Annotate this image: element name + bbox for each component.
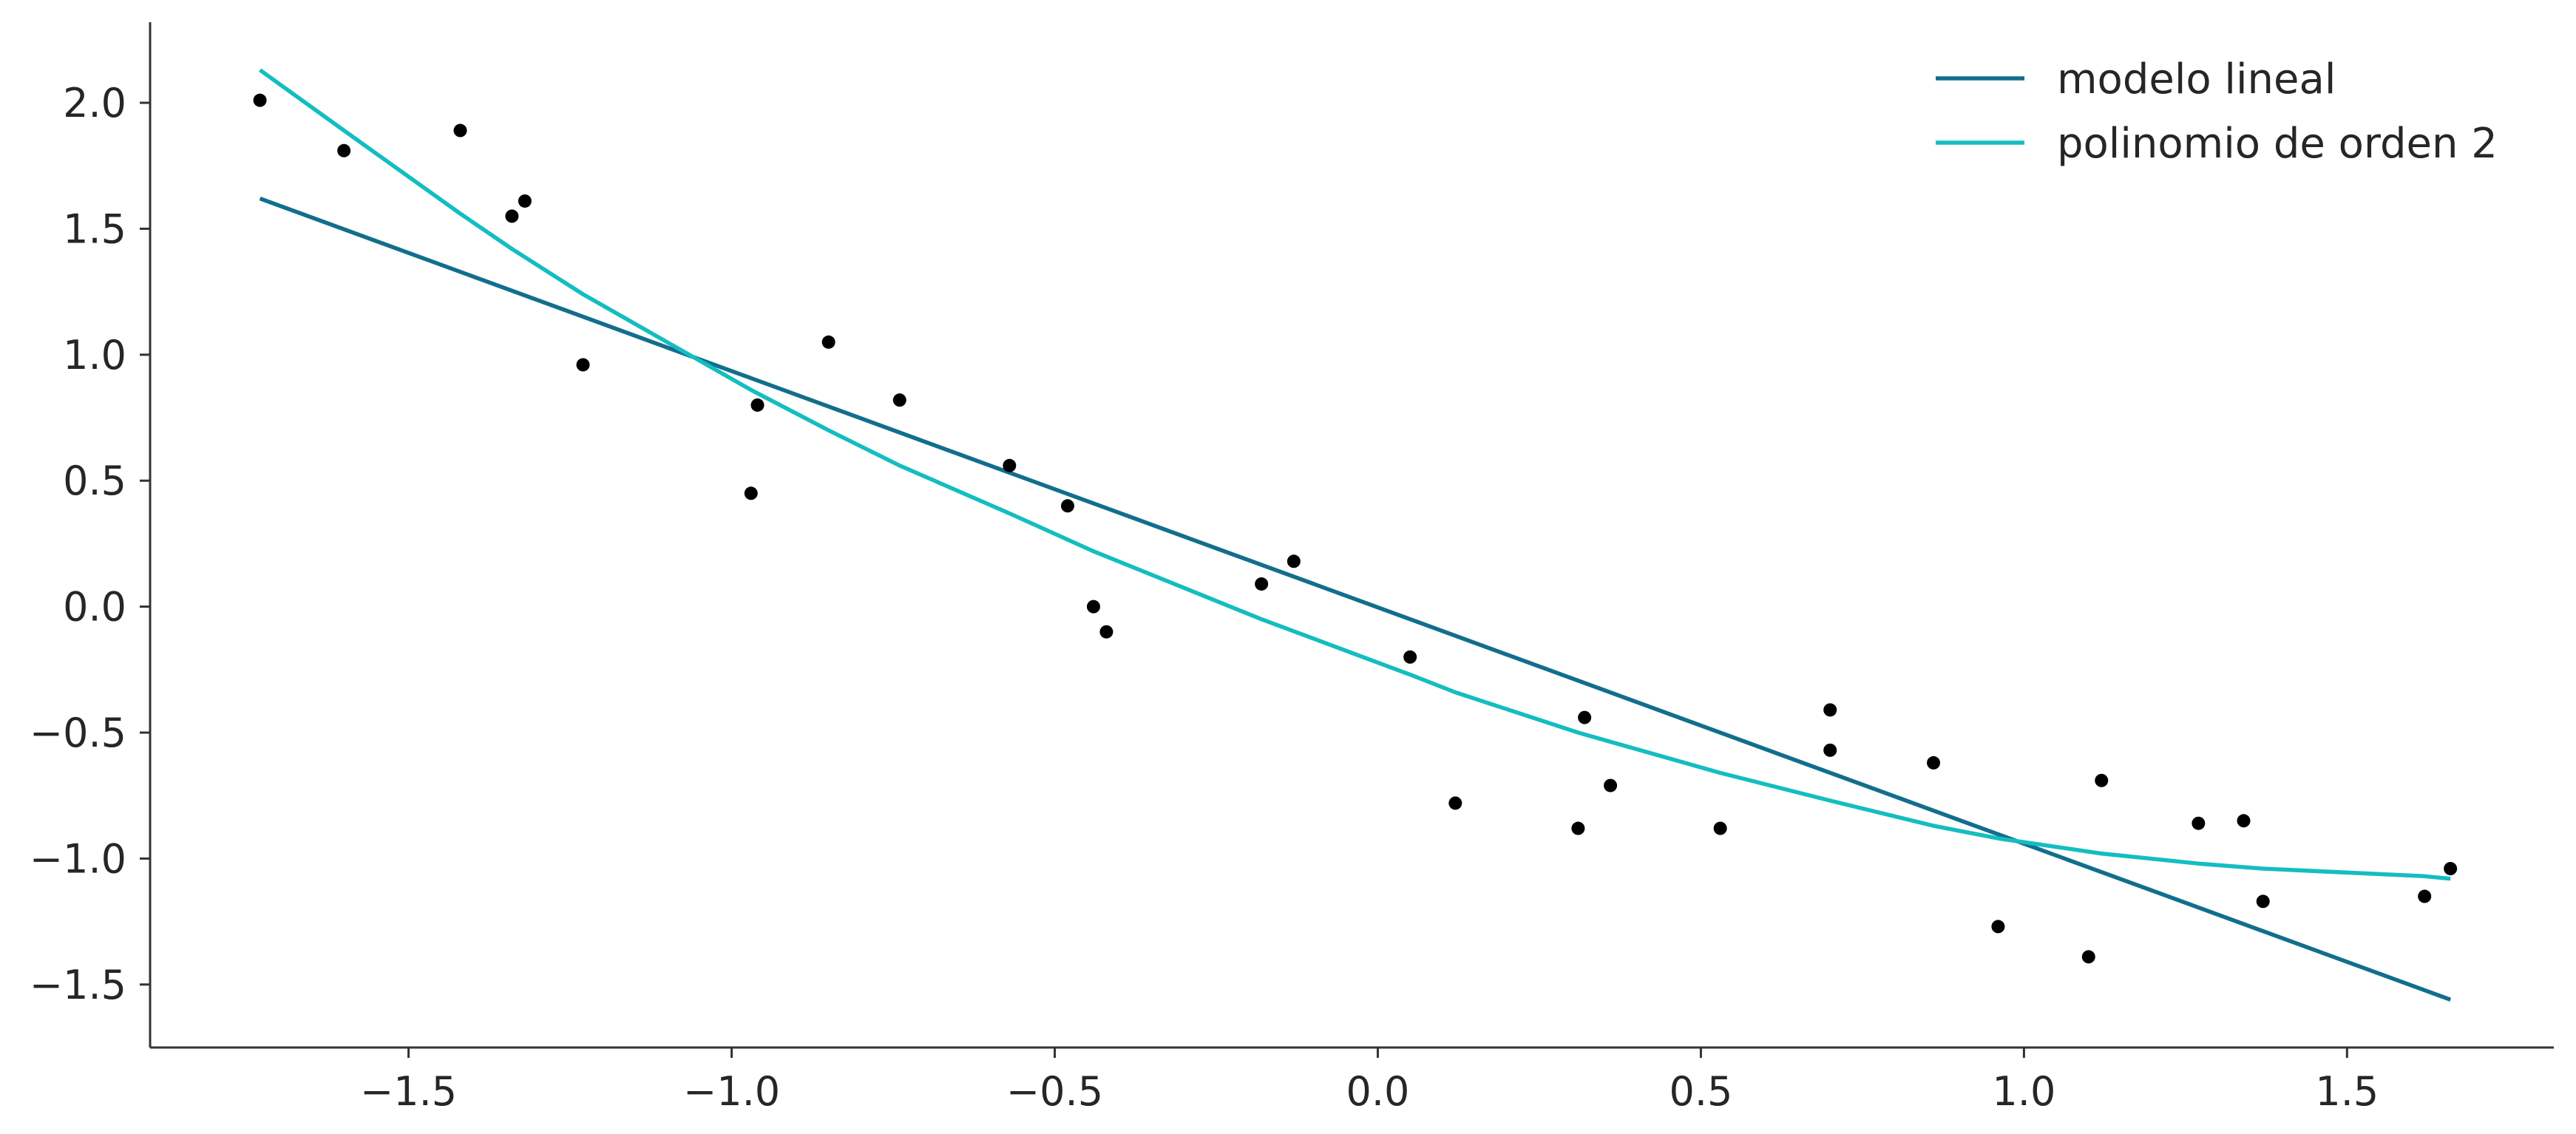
x-tick-label: 1.0 xyxy=(1992,1068,2055,1115)
points-layer xyxy=(253,93,2458,964)
data-point xyxy=(505,209,519,223)
data-point xyxy=(2418,889,2432,903)
y-tick-label: 1.5 xyxy=(63,206,126,252)
data-point xyxy=(2237,814,2251,828)
x-tick-label: 0.5 xyxy=(1669,1068,1732,1115)
x-tick-label: 1.5 xyxy=(2315,1068,2379,1115)
data-point xyxy=(1823,743,1837,757)
data-point xyxy=(1823,703,1837,717)
x-tick-label: 0.0 xyxy=(1346,1068,1410,1115)
y-tick-label: −0.5 xyxy=(30,710,126,756)
y-tick-label: 1.0 xyxy=(63,332,126,378)
series-layer xyxy=(258,68,2452,1002)
data-point xyxy=(1403,650,1417,664)
axes-layer: −1.5 −1.0 −0.5 0.0 0.5 1.0 1.5 −1.5 −1.0 −0.5 0.0 0… xyxy=(30,22,2554,1115)
data-point xyxy=(1287,554,1301,568)
data-point xyxy=(2081,950,2095,964)
data-point xyxy=(1927,756,1941,770)
data-point xyxy=(1003,458,1017,472)
data-point xyxy=(518,194,532,208)
data-point xyxy=(1991,920,2005,934)
legend-label-0: modelo lineal xyxy=(2057,55,2336,103)
data-point xyxy=(1578,710,1592,724)
data-point xyxy=(2095,773,2109,787)
data-point xyxy=(750,398,765,412)
series-line-1 xyxy=(258,68,2451,881)
data-point xyxy=(1086,600,1100,614)
data-point xyxy=(2192,816,2206,830)
y-tick-label: 0.5 xyxy=(63,458,126,504)
data-point xyxy=(1255,577,1269,591)
data-point xyxy=(1571,821,1585,835)
data-point xyxy=(744,486,758,500)
data-point xyxy=(2256,894,2270,909)
y-tick-label: 2.0 xyxy=(63,80,126,126)
data-point xyxy=(821,335,835,349)
series-line-0 xyxy=(259,197,2452,1002)
data-point xyxy=(253,93,267,107)
legend-label-1: polinomio de orden 2 xyxy=(2057,120,2498,168)
data-point xyxy=(576,358,590,372)
data-point xyxy=(2444,862,2458,876)
data-point xyxy=(892,393,906,407)
y-tick-label: −1.5 xyxy=(30,962,126,1008)
data-point xyxy=(453,123,467,137)
data-point xyxy=(337,143,351,157)
x-tick-label: −1.5 xyxy=(360,1068,457,1115)
y-tick-label: −1.0 xyxy=(30,835,126,882)
data-point xyxy=(1713,821,1727,835)
data-point xyxy=(1060,499,1074,513)
y-tick-label: 0.0 xyxy=(63,584,126,631)
data-point xyxy=(1099,625,1114,639)
x-tick-label: −0.5 xyxy=(1006,1068,1103,1115)
data-point xyxy=(1448,796,1462,810)
x-tick-label: −1.0 xyxy=(683,1068,780,1115)
data-point xyxy=(1604,778,1618,792)
legend: modelo lineal polinomio de orden 2 xyxy=(1936,55,2498,168)
